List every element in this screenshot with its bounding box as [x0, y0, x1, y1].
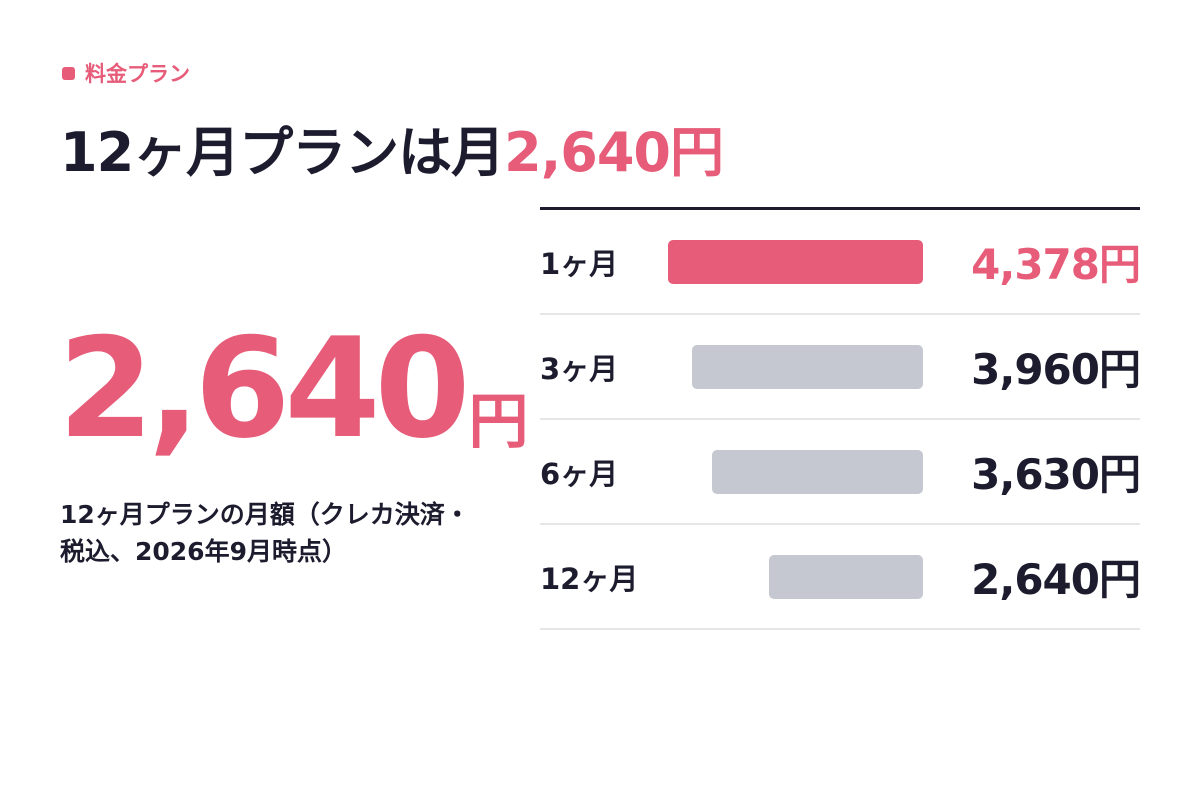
headline-prefix: 12ヶ月プランは月 — [60, 121, 505, 184]
bar-value-label: 4,378円 — [971, 240, 1141, 289]
chart-row: 12ヶ月 2,640円 — [540, 525, 1141, 630]
chart-row: 6ヶ月 3,630円 — [540, 420, 1141, 525]
featured-price-unit: 円 — [468, 387, 529, 457]
chart-top-rule — [540, 207, 1140, 210]
bar-category-label: 3ヶ月 — [540, 351, 619, 386]
section-eyebrow: 料金プラン — [62, 58, 190, 88]
price-caption: 12ヶ月プランの月額（クレカ決済・税込、2026年9月時点） — [60, 500, 470, 566]
bar-category-label: 1ヶ月 — [540, 246, 619, 281]
chart-row: 3ヶ月 3,960円 — [540, 315, 1141, 420]
bar-category-label: 12ヶ月 — [540, 561, 639, 596]
headline: 12ヶ月プランは月2,640円 — [60, 108, 724, 187]
bar-track — [668, 210, 923, 313]
featured-price: 2,640 円 — [58, 320, 529, 458]
bar-category-label: 6ヶ月 — [540, 456, 619, 491]
bar-value-label: 3,630円 — [971, 450, 1141, 499]
bar-track — [668, 315, 923, 418]
chart-rows: 1ヶ月 4,378円 3ヶ月 3,960円 6ヶ月 3,630円 12ヶ月 2,640円 — [540, 210, 1141, 630]
bar-value-label: 3,960円 — [971, 345, 1141, 394]
bar-value-label: 2,640円 — [971, 555, 1141, 604]
plan-price-chart: 1ヶ月 4,378円 3ヶ月 3,960円 6ヶ月 3,630円 12ヶ月 2,640円 — [540, 207, 1141, 630]
eyebrow-square-icon — [62, 66, 75, 80]
bar — [692, 344, 923, 389]
headline-accent-price: 2,640円 — [504, 121, 724, 184]
bar — [769, 554, 923, 599]
eyebrow-label: 料金プラン — [85, 62, 190, 86]
bar-track — [668, 420, 923, 523]
chart-row: 1ヶ月 4,378円 — [540, 210, 1141, 315]
bar — [712, 449, 923, 494]
featured-price-number: 2,640 — [58, 308, 471, 469]
bar — [668, 239, 923, 284]
bar-track — [668, 525, 923, 628]
